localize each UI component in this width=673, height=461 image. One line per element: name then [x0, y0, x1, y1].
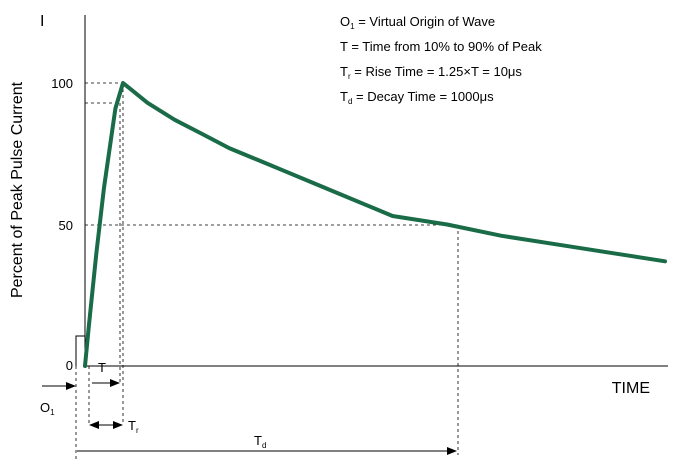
y-axis-title: Percent of Peak Pulse Current — [9, 81, 26, 298]
y-tick-0: 0 — [66, 358, 73, 373]
definitions-legend: O1 = Virtual Origin of Wave T = Time fro… — [340, 14, 542, 106]
y-tick-100: 100 — [51, 76, 73, 91]
y-tick-50: 50 — [59, 218, 73, 233]
tr-label: Tr — [128, 418, 139, 435]
origin-step-mark — [75, 335, 85, 366]
y-axis-marker: I — [40, 13, 44, 30]
td-label: Td — [254, 433, 266, 450]
legend-line-4: Td = Decay Time = 1000μs — [340, 89, 494, 106]
legend-line-2: T = Time from 10% to 90% of Peak — [340, 39, 542, 54]
t-label: T — [98, 360, 106, 375]
o1-label: O1 — [40, 400, 55, 417]
waveform-curve — [83, 81, 667, 368]
dimension-arrows — [42, 379, 457, 455]
reference-lines — [75, 82, 459, 460]
legend-line-3: Tr = Rise Time = 1.25×T = 10μs — [340, 64, 522, 81]
x-axis-title: TIME — [612, 380, 650, 397]
legend-line-1: O1 = Virtual Origin of Wave — [340, 14, 495, 31]
